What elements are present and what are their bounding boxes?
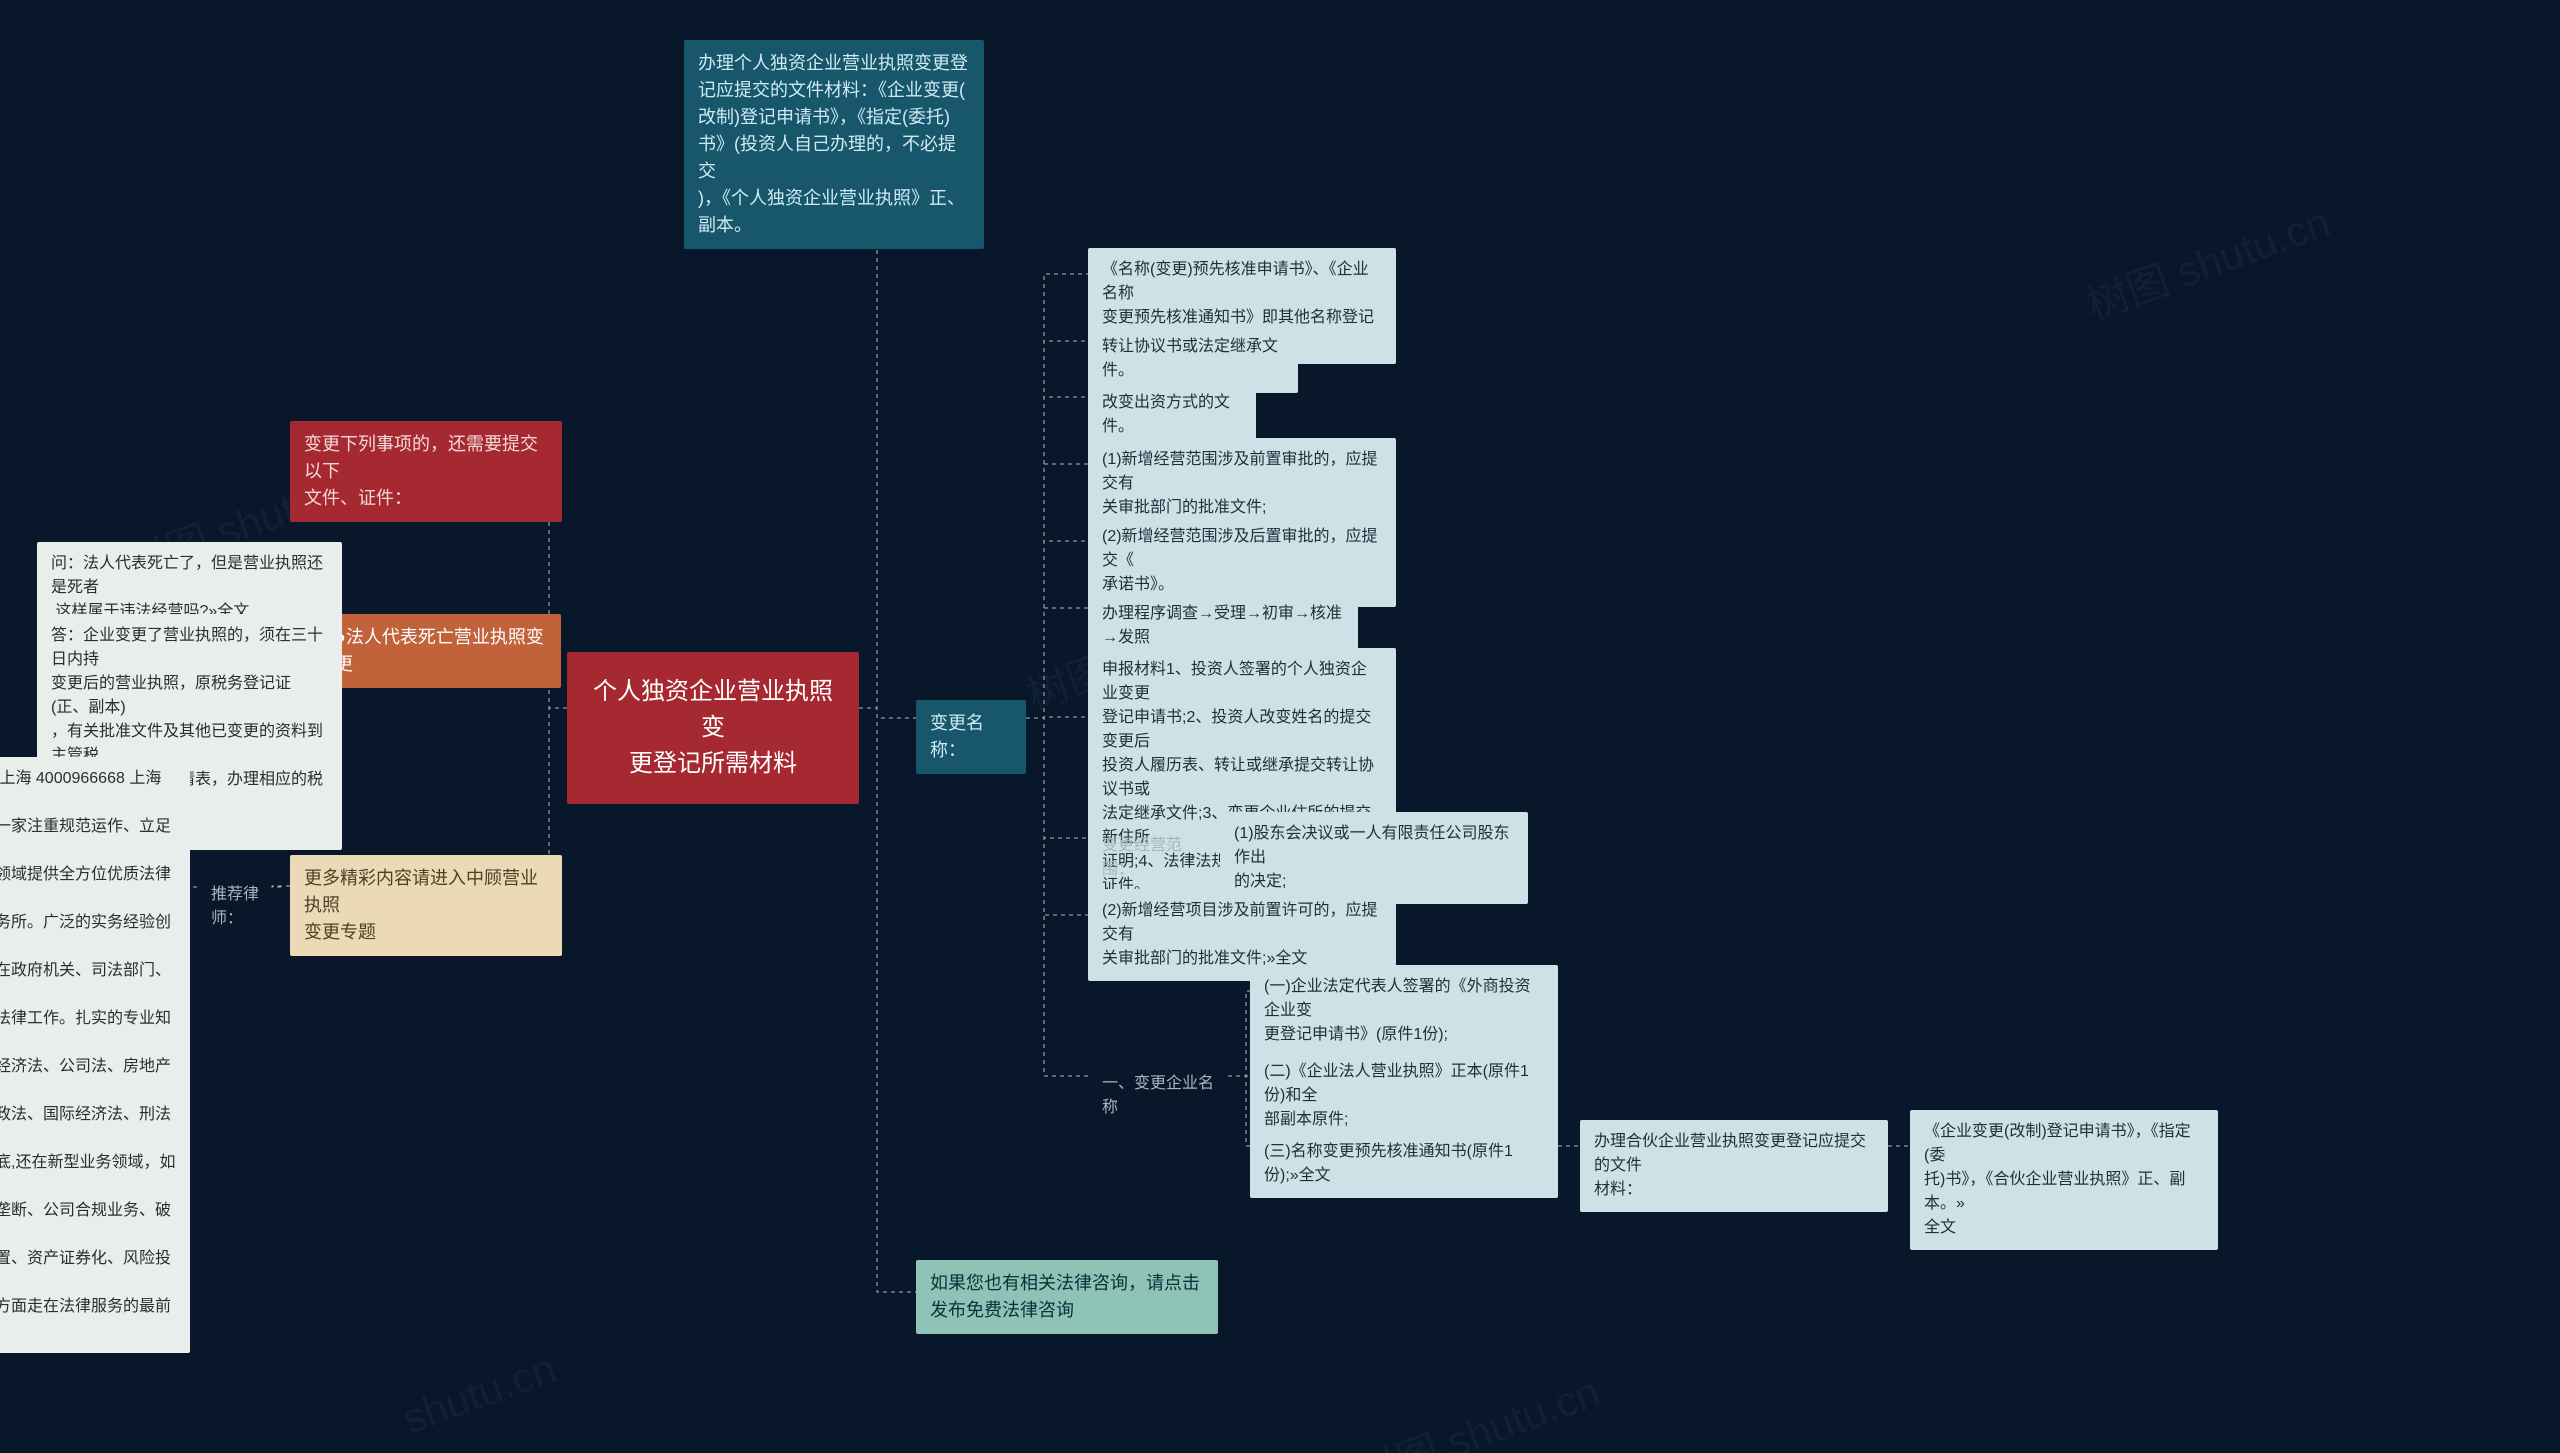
node-n_reco_label: 推荐律师： [197, 873, 283, 941]
connector [1026, 274, 1088, 718]
connector [1026, 718, 1088, 915]
connector [1026, 464, 1088, 718]
node-n_left2: ●法人代表死亡营业执照变更 [321, 614, 561, 688]
connector [1026, 608, 1088, 718]
node-r10a: (一)企业法定代表人签署的《外商投资企业变 更登记申请书》(原件1份); [1250, 965, 1558, 1057]
node-n_changename: 变更名称： [916, 700, 1026, 774]
node-n_top: 办理个人独资企业营业执照变更登 记应提交的文件材料：《企业变更( 改制)登记申请… [684, 40, 984, 249]
node-root: 个人独资企业营业执照变 更登记所需材料 [567, 652, 859, 804]
connector [1026, 541, 1088, 718]
node-r10b: (二)《企业法人营业执照》正本(原件1份)和全 部副本原件; [1250, 1050, 1558, 1142]
node-r10_label: 一、变更企业名称 [1088, 1062, 1228, 1130]
node-r10c: (三)名称变更预先核准通知书(原件1份);»全文 [1250, 1130, 1558, 1198]
watermark: 树图 shutu.cn [2077, 188, 2337, 332]
node-r8_label: 变更经营范围： [1088, 824, 1210, 892]
connector [1026, 718, 1088, 1076]
connector [859, 708, 916, 718]
node-r12: 《企业变更(改制)登记申请书》，《指定(委 托)书》，《合伙企业营业执照》正、副… [1910, 1110, 2218, 1250]
node-n_bottom: 如果您也有相关法律咨询，请点击 发布免费法律咨询 [916, 1260, 1218, 1334]
connector [859, 708, 916, 1292]
node-n_reco: 上海创盛律师 上海 4000966668 上海创盛律 师事务所，是一家注重规范运… [0, 757, 190, 1353]
connector [1228, 1076, 1250, 1146]
connector [1026, 718, 1088, 838]
connector [1026, 341, 1088, 718]
watermark: shutu.cn [397, 1344, 563, 1443]
connector [1026, 397, 1088, 718]
node-r11: 办理合伙企业营业执照变更登记应提交的文件 材料： [1580, 1120, 1888, 1212]
connector [1026, 717, 1088, 718]
node-n_left3: 更多精彩内容请进入中顾营业执照 变更专题 [290, 855, 562, 956]
watermark: 树图 shutu.cn [1347, 1358, 1607, 1453]
connector [1228, 991, 1250, 1076]
node-n_left1: 变更下列事项的，还需要提交以下 文件、证件： [290, 421, 562, 522]
